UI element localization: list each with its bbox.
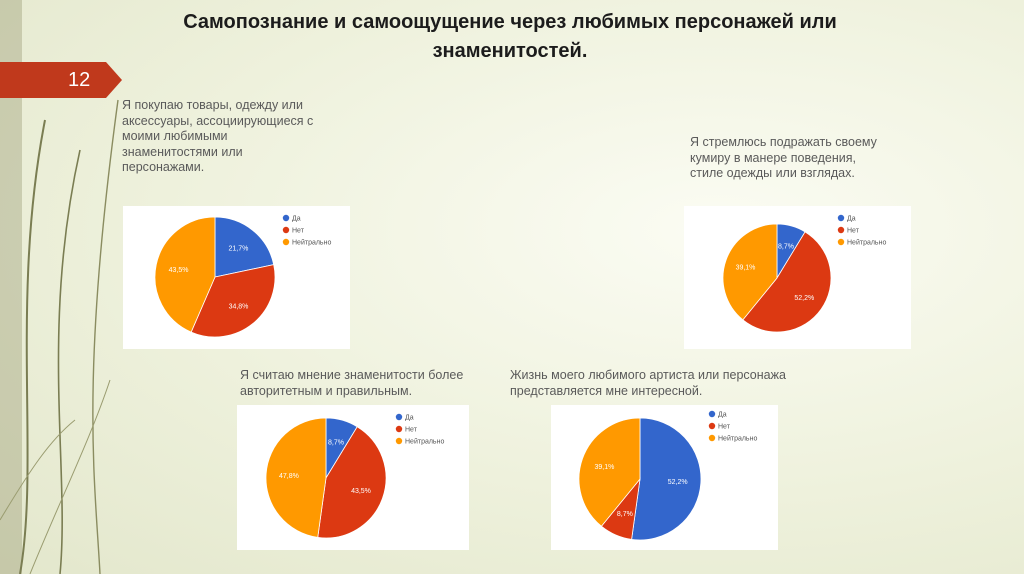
- pie-3-legend-marker-neutral: [395, 437, 403, 445]
- pie-2-label-da: 8,7%: [778, 243, 794, 250]
- pie-1-label-net: 34,8%: [229, 303, 249, 310]
- pie-3-legend-neutral: Нейтрально: [405, 438, 444, 446]
- pie-1-label-da: 21,7%: [228, 246, 248, 253]
- pie-4-legend-marker-net: [708, 422, 716, 430]
- chart-4-caption: Жизнь моего любимого артиста или персона…: [510, 368, 786, 398]
- pie-4-label-da: 52,2%: [668, 479, 688, 486]
- pie-3-legend-marker-da: [395, 413, 403, 421]
- slide-title: Самопознание и самоощущение через любимы…: [183, 11, 837, 62]
- pie-1-legend-marker-net: [282, 226, 290, 234]
- pie-2-legend-net: Нет: [847, 228, 860, 235]
- pie-chart-4: 52,2% 8,7% 39,1% Да Нет Нейтрально: [578, 410, 757, 541]
- pie-1-label-neutral: 43,5%: [169, 267, 189, 274]
- pie-3-slice-neutral: [265, 417, 327, 538]
- pie-4-label-neutral: 39,1%: [594, 464, 614, 471]
- pie-chart-3: 8,7% 43,5% 47,8% Да Нет Нейтрально: [265, 413, 444, 539]
- pie-chart-4-panel: 52,2% 8,7% 39,1% Да Нет Нейтрально: [551, 405, 778, 550]
- pie-1-slice-da: [214, 216, 275, 278]
- pie-2-legend-marker-da: [837, 214, 845, 222]
- pie-chart-2-panel: 8,7% 52,2% 39,1% Да Нет Нейтрально: [684, 206, 911, 349]
- pie-1-slice-net: [190, 264, 276, 338]
- pie-3-slice-net: [317, 426, 387, 539]
- chart-2-caption: Я стремлюсь подражать своему кумиру в ма…: [690, 135, 877, 180]
- slide-number: 12: [0, 62, 122, 98]
- pie-3-label-neutral: 47,8%: [279, 473, 299, 480]
- chart-3-caption: Я считаю мнение знаменитости более автор…: [240, 368, 464, 398]
- pie-chart-1-panel: 21,7% 34,8% 43,5% Да Нет Нейтрально: [123, 206, 350, 349]
- pie-4-label-net: 8,7%: [617, 511, 633, 518]
- pie-2-legend-da: Да: [847, 216, 856, 223]
- pie-1-legend-net: Нет: [292, 228, 305, 235]
- pie-3-legend-marker-net: [395, 425, 403, 433]
- pie-1-slice-neutral: [154, 216, 216, 333]
- pie-3-label-da: 8,7%: [328, 440, 344, 447]
- pie-3-legend-da: Да: [405, 415, 414, 422]
- pie-2-slice-neutral: [722, 223, 778, 321]
- pie-2-legend-neutral: Нейтрально: [847, 239, 886, 247]
- pie-1-legend-da: Да: [292, 216, 301, 223]
- pie-4-legend-marker-neutral: [708, 434, 716, 442]
- pie-1-legend-neutral: Нейтрально: [292, 239, 331, 247]
- pie-4-legend-da: Да: [718, 412, 727, 419]
- pie-2-label-neutral: 39,1%: [736, 264, 756, 271]
- pie-4-slice-neutral: [578, 417, 641, 527]
- pie-2-label-net: 52,2%: [794, 295, 814, 302]
- pie-1-legend-marker-neutral: [282, 238, 290, 246]
- pie-chart-3-panel: 8,7% 43,5% 47,8% Да Нет Нейтрально: [237, 405, 469, 550]
- pie-4-legend-marker-da: [708, 410, 716, 418]
- pie-chart-2: 8,7% 52,2% 39,1% Да Нет Нейтрально: [722, 214, 886, 333]
- pie-chart-1: 21,7% 34,8% 43,5% Да Нет Нейтрально: [154, 214, 331, 338]
- pie-3-legend-net: Нет: [405, 427, 418, 434]
- pie-4-slice-da: [631, 417, 702, 541]
- pie-2-legend-marker-neutral: [837, 238, 845, 246]
- pie-2-legend-marker-net: [837, 226, 845, 234]
- pie-1-legend-marker-da: [282, 214, 290, 222]
- pie-2-slice-net: [742, 231, 832, 333]
- chart-1-caption: Я покупаю товары, одежду или аксессуары,…: [122, 98, 314, 174]
- pie-4-legend-net: Нет: [718, 424, 731, 431]
- pie-4-legend-neutral: Нейтрально: [718, 435, 757, 443]
- pie-3-label-net: 43,5%: [351, 488, 371, 495]
